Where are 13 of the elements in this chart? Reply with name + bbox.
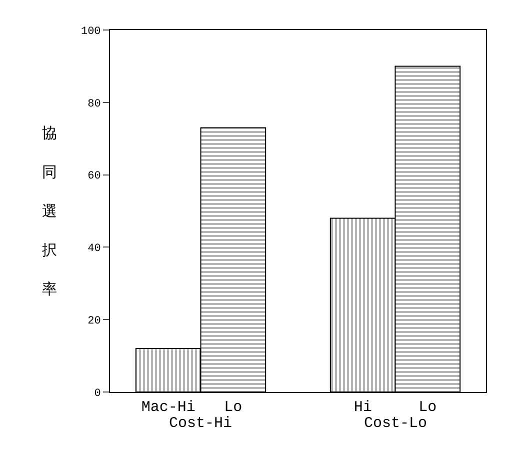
x-tick-label: Lo <box>224 399 242 416</box>
x-tick-label: Lo <box>418 399 437 416</box>
x-tick-label: Hi <box>354 399 372 416</box>
x-tick-label: Mac-Hi <box>141 399 196 416</box>
y-tick-label: 0 <box>94 388 101 400</box>
y-tick-label: 20 <box>88 315 101 328</box>
text: 協同選択率 <box>42 124 57 298</box>
y-tick-label: 80 <box>88 98 101 110</box>
y-tick-label: 40 <box>88 243 101 256</box>
text: Cost-Hi <box>169 415 232 432</box>
y-tick-label: 60 <box>88 170 101 183</box>
y-tick-label: 100 <box>80 26 101 38</box>
text: Cost-Lo <box>364 415 428 432</box>
